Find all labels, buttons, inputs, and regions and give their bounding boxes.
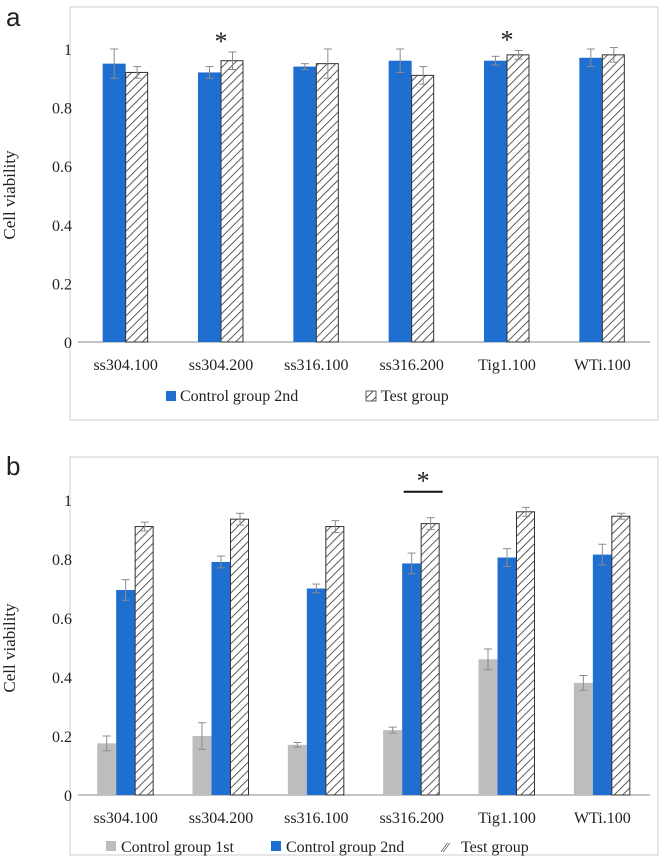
panel-b-label: b — [6, 451, 20, 481]
bar-control-group-2nd-wti-100 — [579, 57, 603, 342]
panel-b-plot: 0 0.2 0.4 0.6 0.8 1 ss304.100 ss304.200 ss316.10… — [52, 467, 650, 827]
significance-star: * — [501, 25, 514, 54]
panel-a-plot: 0 0.2 0.4 0.6 0.8 1 ss304.100 ss304.200 ss316.10… — [52, 25, 650, 374]
legend-label-control-2nd-b: Control group 2nd — [286, 839, 404, 856]
bar-control-group-2nd-ss316-200 — [402, 563, 422, 795]
x-tick-label-ss316-100: ss316.100 — [284, 357, 348, 374]
panel-a: a Cell viability 0 0.2 0.4 0.6 0.8 1 ss304.100… — [0, 2, 659, 421]
panel-a-frame — [69, 6, 659, 421]
legend-swatch-test-b: ⁄⁄ — [440, 841, 450, 856]
y-tick-label: 0.2 — [52, 729, 72, 746]
legend-swatch-control-2nd-b — [271, 841, 281, 851]
bar-control-group-2nd-wti-100 — [592, 554, 612, 795]
bar-control-group-1st-ss316-200 — [383, 730, 403, 795]
y-tick-label: 1 — [64, 493, 72, 510]
y-tick-label: 0.6 — [52, 611, 72, 628]
bar-control-group-2nd-ss316-200 — [388, 60, 412, 342]
panel-b-frame — [69, 456, 659, 856]
legend-item-control-2nd: Control group 2nd — [166, 388, 298, 405]
bar-control-group-2nd-ss304-200 — [198, 72, 221, 342]
x-tick-label-tig1-100: Tig1.100 — [478, 357, 536, 374]
bar-test-group-ss304-200 — [220, 60, 244, 343]
x-tick-label-ss316-200: ss316.200 — [379, 357, 443, 374]
legend-label-test-b: Test group — [461, 839, 529, 856]
significance-star: * — [215, 27, 228, 56]
y-tick-label: 0.6 — [52, 159, 72, 176]
bar-test-group-ss304-100 — [134, 526, 154, 796]
bar-test-group-ss304-100 — [125, 71, 149, 343]
bar-test-group-ss316-200 — [411, 74, 435, 343]
bar-test-group-tig1-100 — [506, 54, 530, 343]
y-tick-label: 0.4 — [52, 670, 72, 687]
legend-label-control-1st: Control group 1st — [121, 839, 234, 856]
bar-control-group-1st-ss316-100 — [287, 744, 307, 795]
x-tick-label-ss316-200: ss316.200 — [379, 810, 443, 827]
panel-a-label: a — [6, 2, 21, 32]
x-tick-label-ss304-100: ss304.100 — [93, 810, 157, 827]
y-tick-label: 0.4 — [52, 218, 72, 235]
legend-swatch-control-2nd — [166, 391, 176, 401]
y-tick-label: 0 — [64, 788, 72, 805]
bar-control-group-1st-tig1-100 — [478, 659, 498, 795]
x-tick-label-ss316-100: ss316.100 — [284, 810, 348, 827]
y-tick-label: 0 — [64, 335, 72, 352]
legend-item-control-1st: Control group 1st — [106, 839, 234, 856]
x-tick-label-ss304-200: ss304.200 — [189, 810, 253, 827]
bar-control-group-2nd-ss304-100 — [102, 63, 126, 343]
legend-item-test-b: ⁄⁄ Test group — [440, 839, 529, 856]
legend-swatch-control-1st — [106, 841, 116, 851]
bar-control-group-1st-ss304-100 — [97, 743, 117, 795]
bar-control-group-2nd-ss304-100 — [116, 589, 136, 795]
legend-label-control-2nd: Control group 2nd — [180, 388, 298, 405]
bar-test-group-ss304-200 — [230, 518, 249, 796]
x-tick-label-ss304-200: ss304.200 — [189, 357, 253, 374]
significance-star: * — [417, 467, 430, 496]
bar-test-group-wti-100 — [611, 515, 631, 796]
bar-control-group-2nd-ss316-100 — [306, 588, 326, 795]
y-tick-label: 0.8 — [52, 101, 72, 118]
x-tick-label-tig1-100: Tig1.100 — [478, 810, 536, 827]
legend-label-test: Test group — [381, 388, 449, 405]
bar-control-group-1st-wti-100 — [573, 682, 593, 795]
panel-b: b Cell viability 0 0.2 0.4 0.6 0.8 1 ss304.100… — [0, 451, 659, 856]
bar-control-group-2nd-ss304-200 — [211, 561, 231, 795]
bar-test-group-ss316-100 — [325, 526, 345, 796]
y-tick-label: 1 — [64, 42, 72, 59]
bar-control-group-1st-ss304-200 — [192, 736, 212, 795]
bar-control-group-2nd-ss316-100 — [293, 66, 317, 342]
bar-test-group-ss316-200 — [420, 523, 440, 796]
panel-b-legend: Control group 1st Control group 2nd ⁄⁄ T… — [106, 839, 529, 856]
bar-control-group-2nd-tig1-100 — [497, 557, 517, 795]
panel-a-ylabel: Cell viability — [0, 150, 19, 240]
x-tick-label-wti-100: WTi.100 — [574, 810, 631, 827]
bar-test-group-wti-100 — [601, 54, 625, 343]
y-tick-label: 0.2 — [52, 276, 72, 293]
legend-item-test: Test group — [365, 388, 449, 405]
x-tick-label-wti-100: WTi.100 — [574, 357, 631, 374]
panel-a-legend: Control group 2nd Test group — [166, 388, 449, 405]
bar-control-group-2nd-tig1-100 — [484, 60, 507, 342]
y-tick-label: 0.8 — [52, 552, 72, 569]
bar-test-group-ss316-100 — [315, 63, 339, 343]
legend-item-control-2nd-b: Control group 2nd — [271, 839, 404, 856]
legend-swatch-test — [365, 390, 377, 402]
bar-test-group-tig1-100 — [516, 511, 535, 796]
x-tick-label-ss304-100: ss304.100 — [93, 357, 157, 374]
panel-b-ylabel: Cell viability — [0, 603, 19, 693]
